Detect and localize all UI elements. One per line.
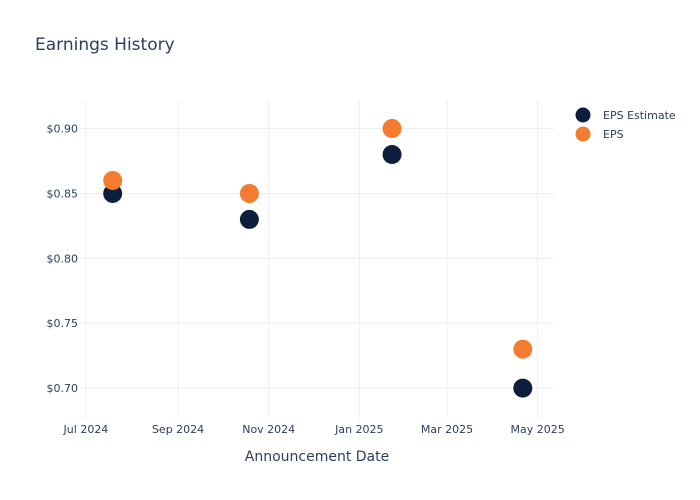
grid bbox=[80, 100, 554, 418]
y-tick-label: $0.85 bbox=[47, 187, 79, 200]
eps-estimate-point[interactable] bbox=[103, 183, 123, 203]
legend: EPS Estimate EPS bbox=[575, 107, 676, 142]
y-axis-ticks: $0.70 $0.75 $0.80 $0.85 $0.90 bbox=[47, 123, 79, 396]
y-tick-label: $0.70 bbox=[47, 382, 79, 395]
x-tick-label: Jan 2025 bbox=[334, 423, 383, 436]
eps-estimate-point[interactable] bbox=[239, 209, 259, 229]
x-axis-title: Announcement Date bbox=[245, 449, 389, 465]
x-tick-label: Sep 2024 bbox=[152, 423, 204, 436]
eps-point[interactable] bbox=[103, 170, 123, 190]
x-tick-label: Mar 2025 bbox=[421, 423, 473, 436]
x-axis-ticks: Jul 2024 Sep 2024 Nov 2024 Jan 2025 Mar 2025… bbox=[63, 423, 565, 436]
chart-title: Earnings History bbox=[35, 35, 175, 55]
x-tick-label: Nov 2024 bbox=[242, 423, 295, 436]
eps-estimate-point[interactable] bbox=[513, 378, 533, 398]
y-tick-label: $0.80 bbox=[47, 252, 79, 265]
eps-legend-label[interactable]: EPS bbox=[603, 128, 624, 141]
data-points bbox=[103, 119, 533, 398]
x-tick-label: May 2025 bbox=[511, 423, 565, 436]
eps-legend-marker[interactable] bbox=[575, 126, 591, 142]
eps-point[interactable] bbox=[513, 339, 533, 359]
y-tick-label: $0.90 bbox=[47, 123, 79, 136]
eps-estimate-legend-marker[interactable] bbox=[575, 107, 591, 123]
eps-point[interactable] bbox=[239, 183, 259, 203]
eps-point[interactable] bbox=[382, 119, 402, 139]
x-tick-label: Jul 2024 bbox=[63, 423, 109, 436]
y-tick-label: $0.75 bbox=[47, 317, 79, 330]
eps-estimate-legend-label[interactable]: EPS Estimate bbox=[603, 109, 676, 122]
eps-estimate-point[interactable] bbox=[382, 145, 402, 165]
